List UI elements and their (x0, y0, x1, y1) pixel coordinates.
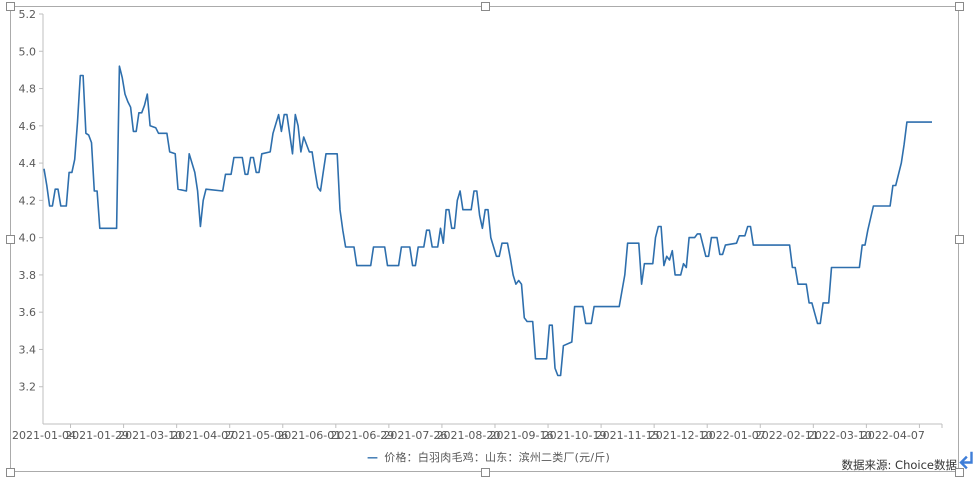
x-tick-label: 2021-03-10 (118, 429, 182, 442)
legend-series-label: 价格：白羽肉毛鸡：山东：滨州二类厂(元/斤) (384, 451, 610, 464)
x-tick-label: 2021-07-26 (383, 429, 447, 442)
selection-handle-middle-right[interactable] (955, 235, 964, 244)
y-tick-label: 3.6 (19, 306, 37, 319)
x-tick-label: 2021-06-01 (277, 429, 341, 442)
selection-handle-top-right[interactable] (955, 2, 964, 11)
selection-handle-bottom-left[interactable] (6, 468, 15, 477)
paragraph-return-icon (959, 451, 973, 470)
x-tick-label: 2021-09-16 (490, 429, 554, 442)
y-tick-label: 3.4 (19, 343, 37, 356)
selection-handle-middle-left[interactable] (6, 235, 15, 244)
y-tick-label: 3.2 (19, 381, 37, 394)
y-tick-label: 5.0 (19, 45, 37, 58)
selection-handle-top-center[interactable] (481, 2, 490, 11)
y-tick-label: 5.2 (19, 8, 37, 21)
x-tick-label: 2021-01-04 (12, 429, 76, 442)
selection-handle-bottom-center[interactable] (481, 468, 490, 477)
chart-legend: — 价格：白羽肉毛鸡：山东：滨州二类厂(元/斤) (0, 449, 977, 465)
selection-handle-bottom-right[interactable] (955, 468, 964, 477)
x-tick-label: 2022-01-07 (702, 429, 766, 442)
x-tick-label: 2021-11-15 (596, 429, 660, 442)
selection-handle-top-left[interactable] (6, 2, 15, 11)
y-tick-label: 4.8 (19, 83, 37, 96)
y-tick-label: 4.4 (19, 157, 37, 170)
x-tick-label: 2021-06-29 (330, 429, 394, 442)
x-tick-label: 2021-08-20 (436, 429, 500, 442)
x-tick-label: 2021-10-19 (543, 429, 607, 442)
y-tick-label: 4.6 (19, 120, 37, 133)
x-tick-label: 2022-04-07 (861, 429, 925, 442)
x-tick-label: 2022-02-11 (755, 429, 819, 442)
x-tick-label: 2022-03-10 (808, 429, 872, 442)
y-tick-label: 3.8 (19, 269, 37, 282)
x-tick-label: 2021-05-06 (224, 429, 288, 442)
data-source-label: 数据来源: Choice数据 (841, 458, 957, 472)
x-tick-label: 2021-04-07 (171, 429, 235, 442)
x-tick-label: 2021-12-10 (649, 429, 713, 442)
legend-line-marker-icon: — (367, 451, 379, 464)
x-tick-label: 2021-01-29 (65, 429, 129, 442)
y-tick-label: 4.2 (19, 194, 37, 207)
price-series-line (43, 65, 932, 377)
y-tick-label: 4.0 (19, 232, 37, 245)
